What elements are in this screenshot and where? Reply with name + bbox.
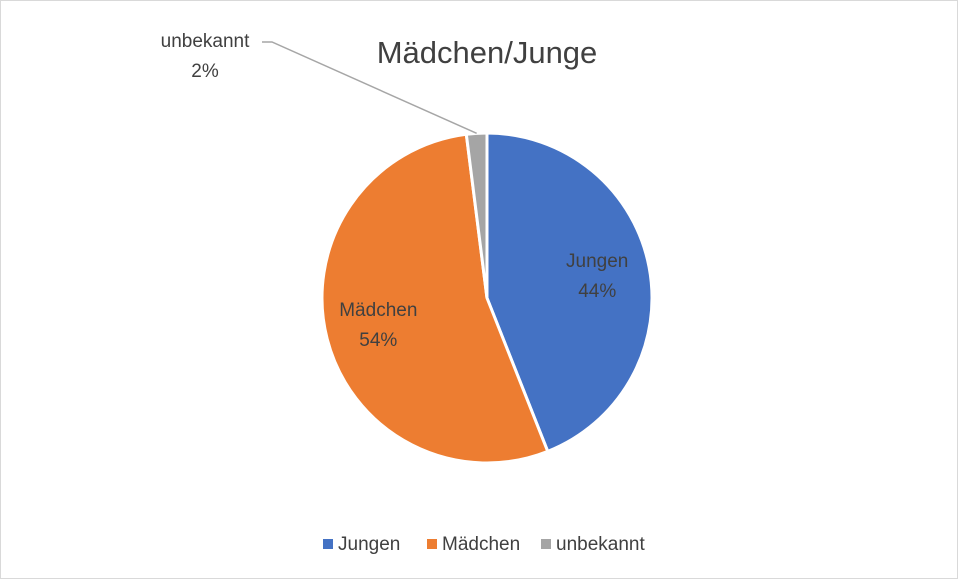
legend-label: unbekannt [556,534,645,555]
legend-label: Mädchen [442,534,520,555]
legend-swatch [427,539,437,549]
leader-line [262,41,477,135]
legend-swatch [323,539,333,549]
data-label-category: Jungen [566,251,628,272]
data-label-value: 54% [359,330,397,351]
data-label-value: 44% [578,281,616,302]
legend-swatch [541,539,551,549]
legend-label: Jungen [338,534,400,555]
data-label-value: 2% [191,61,219,82]
chart-title: Mädchen/Junge [377,35,598,70]
data-label-category: Mädchen [339,300,417,321]
data-label-category: unbekannt [161,31,250,52]
pie-slice [485,131,654,454]
pie-slice [320,132,550,465]
